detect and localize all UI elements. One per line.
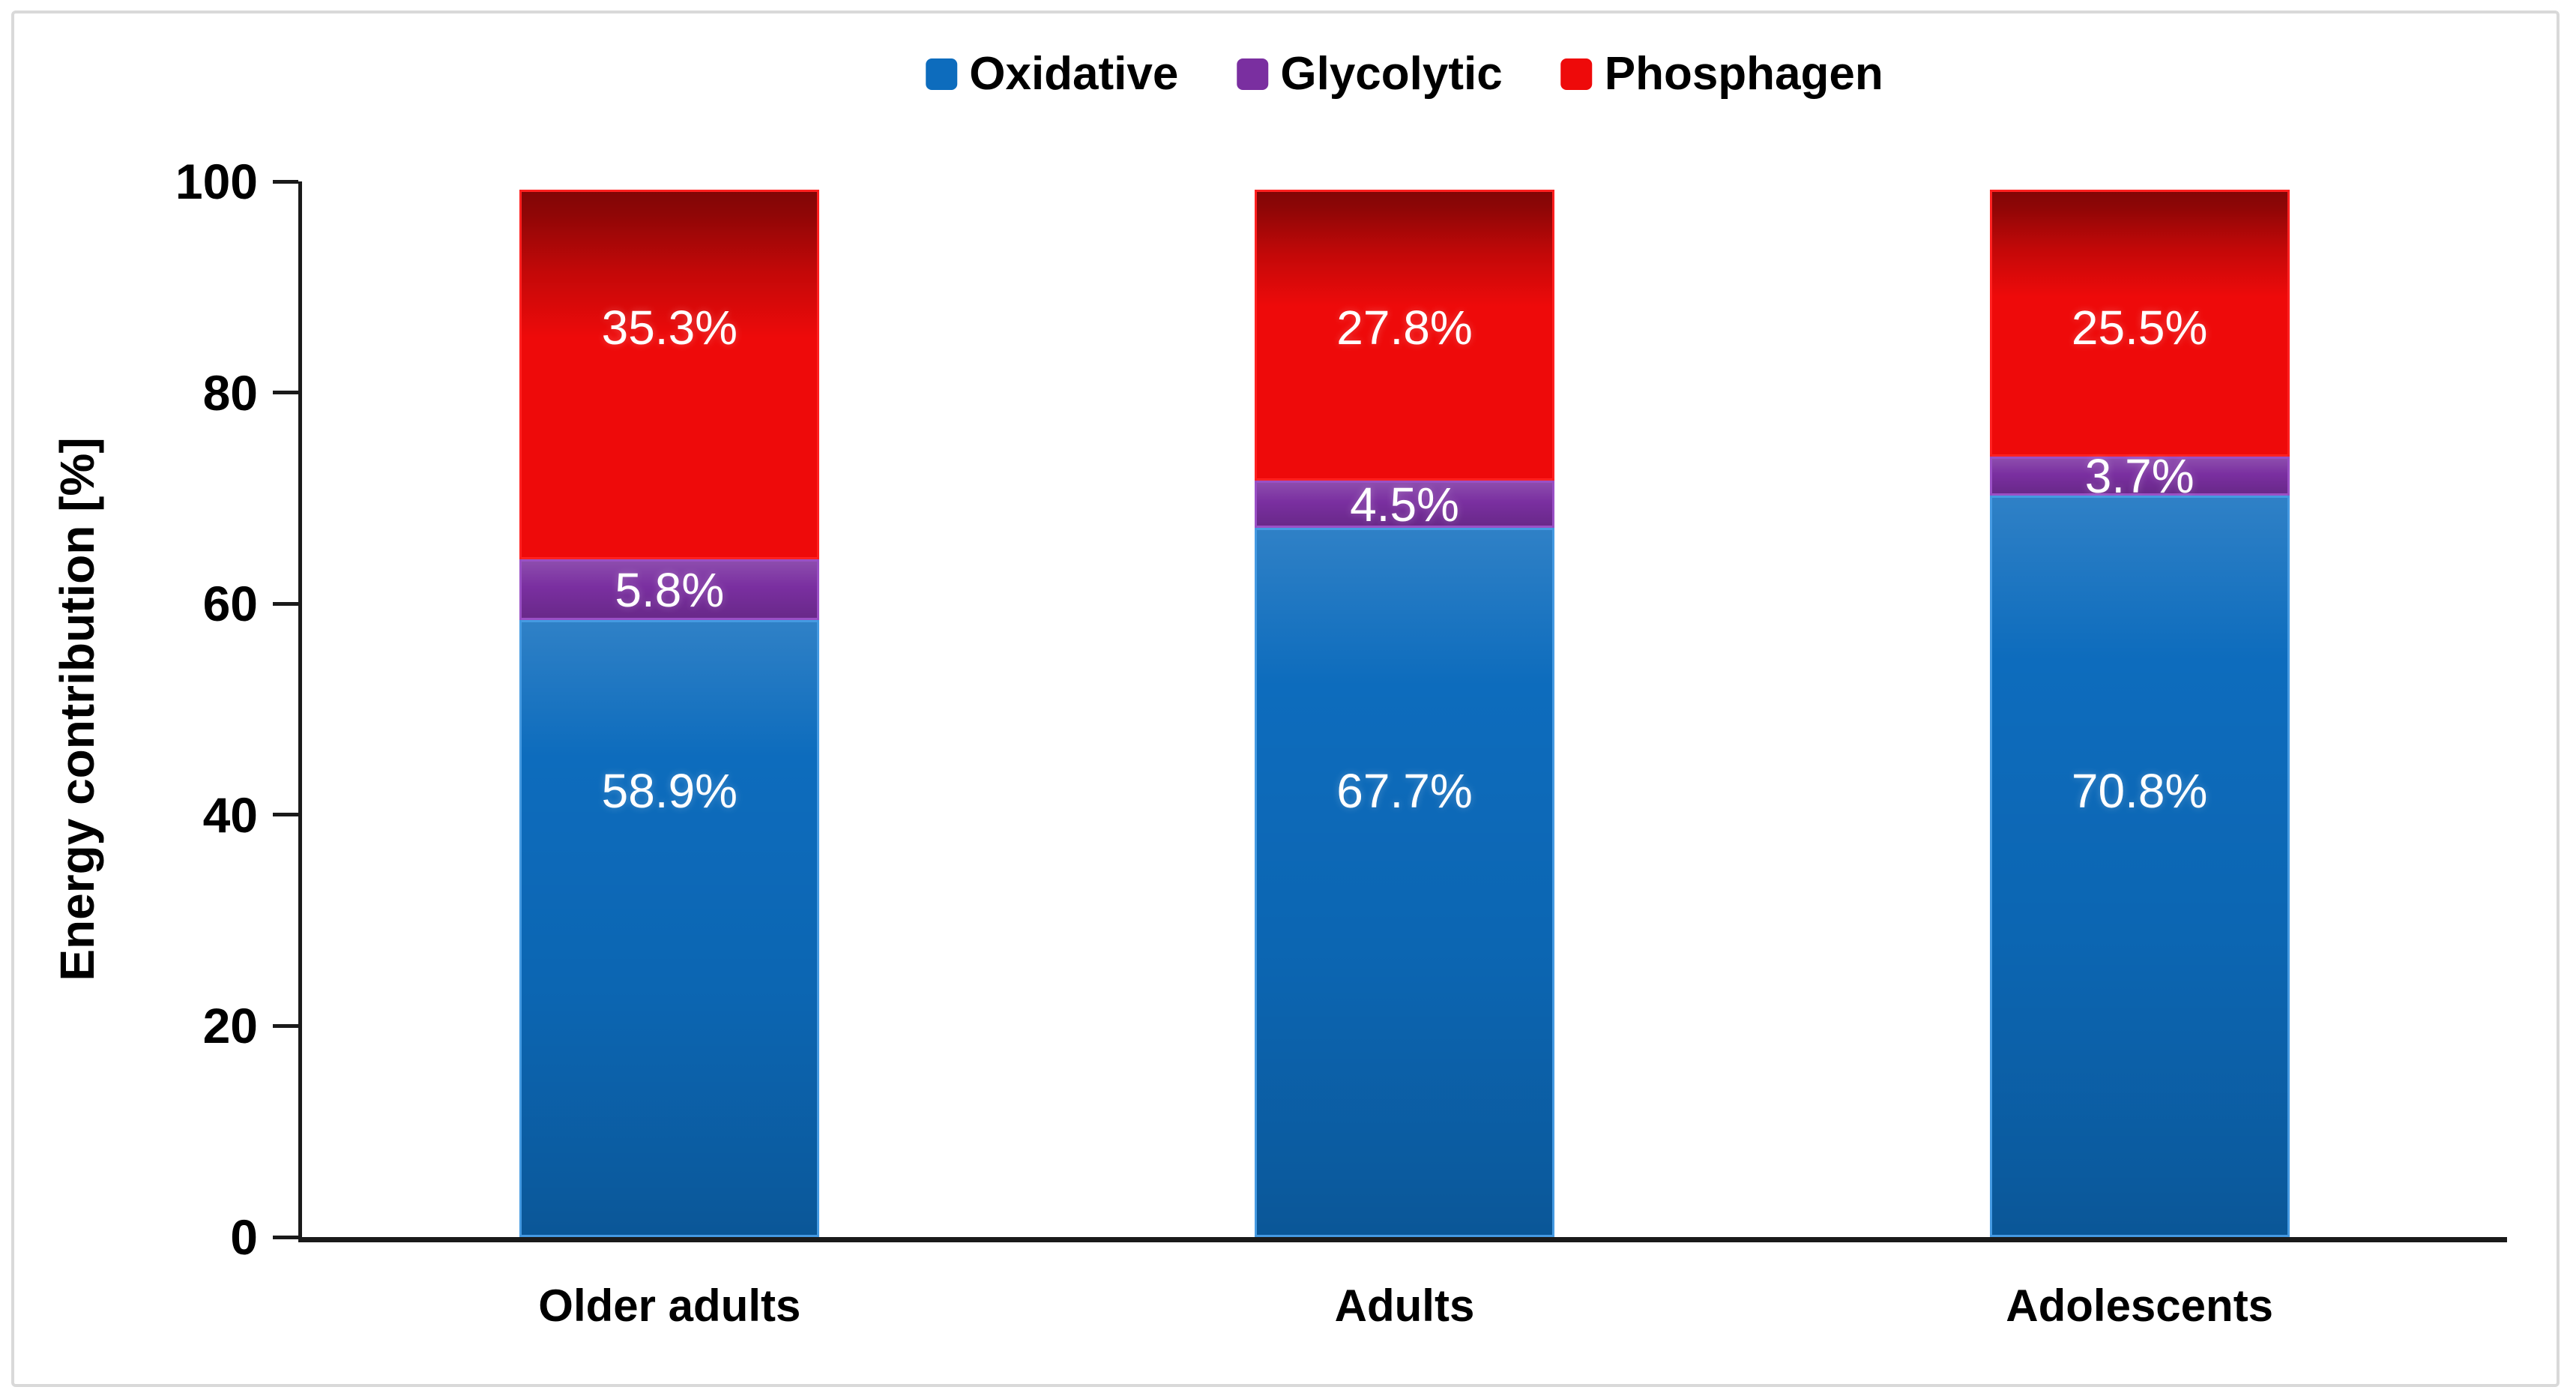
legend-item-glycolytic: Glycolytic: [1237, 48, 1503, 100]
y-tick: [273, 601, 298, 606]
bar-segment-label: 58.9%: [601, 764, 738, 818]
bar-segment-glycolytic: [519, 559, 820, 621]
y-tick-label: 60: [202, 576, 258, 632]
bar-segment-label: 67.7%: [1336, 764, 1473, 818]
bar-segment-oxidative: [1989, 495, 2290, 1237]
bar-segment-phosphagen: [519, 190, 820, 560]
bar-segment-oxidative: [519, 620, 820, 1237]
legend-item-phosphagen: Phosphagen: [1560, 48, 1883, 100]
legend-label: Oxidative: [969, 48, 1179, 100]
x-category-label: Adolescents: [2006, 1281, 2274, 1331]
bar-segment-oxidative: [1255, 528, 1554, 1237]
bar-segment-label: 70.8%: [2071, 764, 2208, 818]
legend-item-oxidative: Oxidative: [926, 51, 1178, 97]
bar-segment-label: 27.8%: [1336, 301, 1473, 355]
bar-segment-label: 25.5%: [2071, 301, 2208, 355]
bar-segment-label: 4.5%: [1350, 477, 1459, 532]
bar-segment-label: 5.8%: [615, 562, 725, 617]
y-axis-title: Energy contribution [%]: [50, 437, 104, 981]
bar-segment-label: 35.3%: [601, 301, 738, 355]
legend-label: Phosphagen: [1604, 48, 1883, 100]
x-category-label: Adults: [1334, 1281, 1475, 1331]
bar-adolescents: 70.8% 3.7% 25.5%: [1989, 190, 2290, 1237]
y-axis-line: [298, 181, 302, 1242]
y-tick-label: 40: [202, 786, 258, 843]
x-category-label: Older adults: [538, 1281, 801, 1331]
y-tick: [273, 1235, 298, 1239]
bar-segment-glycolytic: [1989, 457, 2290, 496]
y-tick-label: 20: [202, 998, 258, 1054]
y-tick: [273, 391, 298, 395]
y-tick: [273, 179, 298, 184]
bar-segment-phosphagen: [1989, 190, 2290, 457]
legend-label: Glycolytic: [1280, 48, 1503, 100]
x-axis-line: [298, 1237, 2507, 1242]
figure-border: [11, 10, 2560, 1387]
legend: Oxidative Glycolytic Phosphagen: [926, 51, 1883, 97]
bar-adults: 67.7% 4.5% 27.8%: [1255, 190, 1554, 1237]
y-tick: [273, 813, 298, 817]
bar-older-adults: 58.9% 5.8% 35.3%: [519, 190, 820, 1237]
y-tick-label: 80: [202, 364, 258, 421]
y-tick-label: 100: [175, 154, 258, 209]
legend-swatch-oxidative-icon: [926, 58, 958, 90]
legend-swatch-phosphagen-icon: [1560, 58, 1593, 90]
bar-segment-phosphagen: [1255, 190, 1554, 481]
legend-swatch-glycolytic-icon: [1237, 58, 1269, 90]
y-tick: [273, 1023, 298, 1028]
bar-segment-label: 3.7%: [2084, 449, 2195, 504]
bar-segment-glycolytic: [1255, 481, 1554, 529]
y-tick-label: 0: [230, 1209, 258, 1265]
